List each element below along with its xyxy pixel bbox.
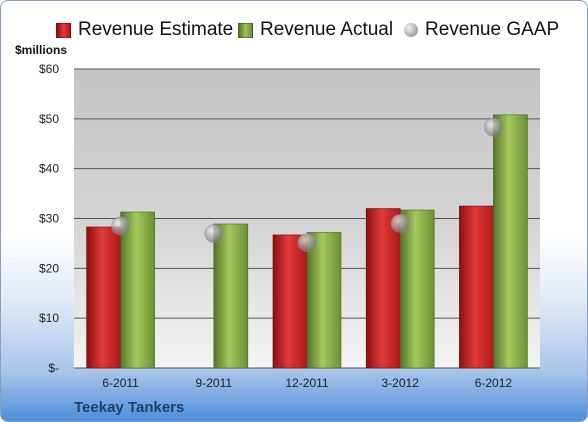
bar-revenue-actual — [399, 209, 435, 369]
y-tick-label: $10 — [39, 311, 59, 325]
legend-label-gaap: Revenue GAAP — [425, 19, 560, 40]
legend-item-revenue-actual: Revenue Actual — [238, 17, 393, 43]
marker-revenue-gaap — [111, 216, 130, 236]
marker-revenue-gaap — [484, 118, 503, 137]
y-tick-label: $20 — [39, 261, 59, 275]
legend-label-actual: Revenue Actual — [260, 19, 394, 40]
x-tick-label: 9-2011 — [196, 376, 233, 390]
legend-item-revenue-estimate: Revenue Estimate — [56, 17, 233, 43]
x-tick-label: 12-2011 — [285, 376, 328, 390]
bar-revenue-estimate — [459, 205, 494, 369]
chart-legend: Revenue Estimate Revenue Actual Revenue … — [1, 17, 587, 43]
bar-revenue-actual — [306, 232, 342, 369]
legend-item-revenue-gaap: Revenue GAAP — [404, 17, 559, 43]
legend-label-estimate: Revenue Estimate — [78, 19, 234, 40]
legend-swatch-estimate — [56, 22, 71, 38]
bar-revenue-estimate — [365, 208, 401, 369]
bar-revenue-estimate — [86, 226, 121, 369]
x-tick-label: 6-2011 — [102, 376, 139, 390]
y-tick-label: $30 — [39, 212, 59, 226]
company-name: Teekay Tankers — [74, 399, 185, 416]
bar-revenue-actual — [120, 211, 155, 369]
marker-revenue-gaap — [390, 214, 410, 233]
bar-revenue-actual — [493, 114, 528, 369]
y-tick-label: $60 — [39, 62, 59, 76]
legend-swatch-gaap — [404, 23, 418, 37]
marker-revenue-gaap — [297, 233, 317, 252]
x-tick-label: 3-2012 — [382, 376, 420, 390]
bar-revenue-estimate — [272, 234, 308, 369]
legend-swatch-actual — [238, 22, 253, 38]
bar-revenue-actual — [213, 223, 249, 369]
y-tick-label: $50 — [39, 112, 59, 126]
marker-revenue-gaap — [204, 224, 224, 243]
y-tick-label: $40 — [39, 162, 59, 176]
y-tick-label: $- — [48, 361, 59, 375]
units-label: $millions — [15, 43, 68, 57]
x-tick-label: 6-2012 — [475, 376, 513, 390]
